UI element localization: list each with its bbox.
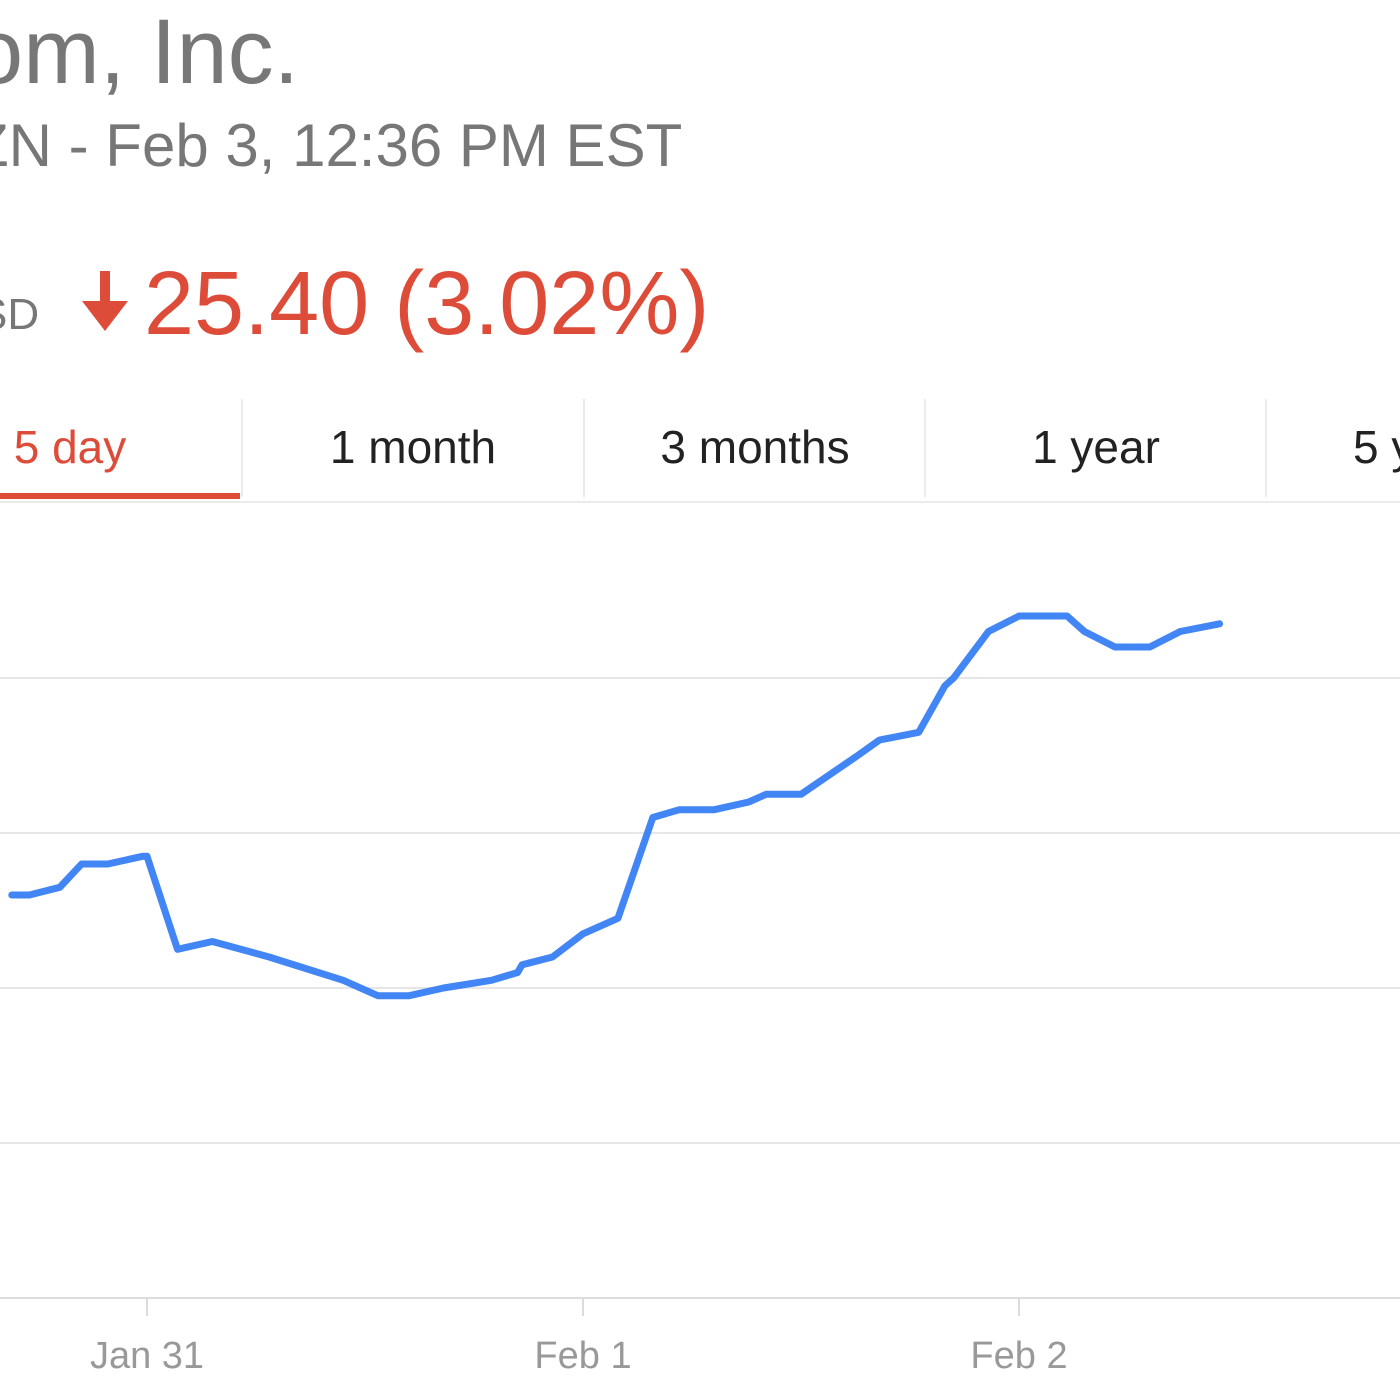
tab-divider [241,399,243,497]
tab-label: 1 month [329,421,497,473]
tab-label: 5 y [1353,421,1400,473]
tab-3-months[interactable]: 3 months [585,395,925,499]
tab-1-year[interactable]: 1 year [926,395,1266,499]
price-change: 25.40 (3.02%) [80,258,709,350]
active-tab-indicator [0,493,240,499]
price-change-text: 25.40 (3.02%) [144,254,710,354]
down-arrow-icon [82,271,128,331]
tab-label: 3 months [660,421,850,473]
company-name: om, Inc. [0,1,300,103]
x-tick-label: Jan 31 [90,1335,204,1377]
tab-divider [924,399,926,497]
time-range-tabs: 5 day 1 month 3 months 1 year 5 y [0,395,1400,503]
tab-divider [583,399,585,497]
currency-label: SD [0,290,40,339]
tab-5-day[interactable]: 5 day [0,395,240,499]
tab-label: 1 year [1032,421,1160,473]
tab-divider [1265,399,1267,497]
price-series-line [8,612,1224,1000]
x-tick-label: Feb 1 [534,1335,631,1377]
x-tick-label: Feb 2 [970,1335,1067,1377]
tab-5-year[interactable]: 5 y [1267,395,1400,499]
tab-1-month[interactable]: 1 month [243,395,583,499]
ticker-timestamp: ZN - Feb 3, 12:36 PM EST [0,112,683,179]
tab-label: 5 day [13,421,127,473]
